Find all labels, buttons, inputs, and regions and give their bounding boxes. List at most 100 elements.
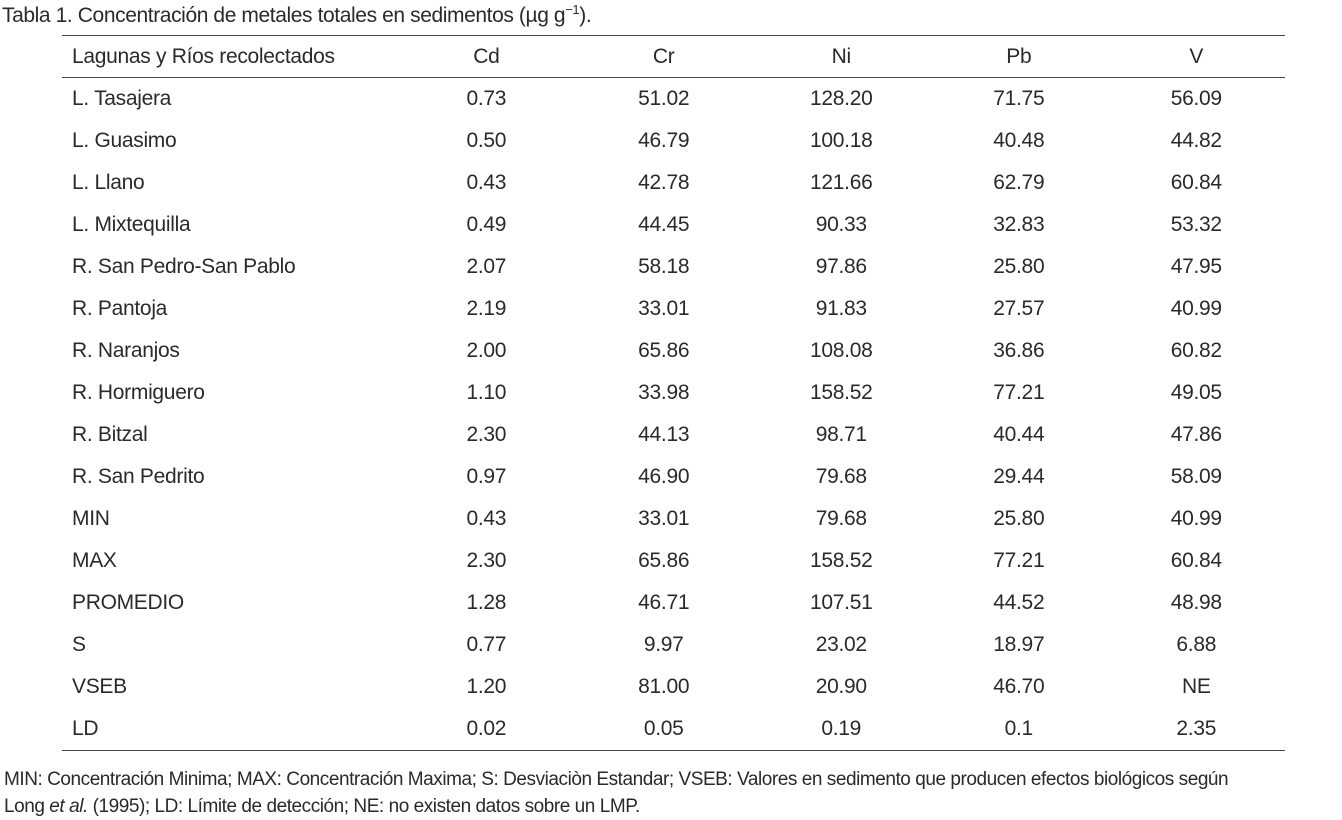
cell-ni: 100.18 [810,129,873,152]
cell-v: 49.05 [1170,381,1222,404]
cell-cr: 42.78 [638,171,690,194]
cell-cd: 1.28 [466,591,507,614]
cell-v: 2.35 [1176,717,1217,740]
cell-v: 44.82 [1170,129,1222,152]
cell-site: MIN [72,507,110,530]
cell-ni: 128.20 [810,87,873,110]
table-footnote: MIN: Concentración Minima; MAX: Concentr… [4,766,1229,820]
cell-pb: 32.83 [993,213,1045,236]
table-row: R. San Pedro-San Pablo 2.07 58.18 97.86 25.8… [62,246,1285,288]
table-row: L. Guasimo 0.50 46.79 100.18 40.48 44.82 [62,120,1285,162]
cell-cd: 0.77 [466,633,507,656]
table-row: L. Llano 0.43 42.78 121.66 62.79 60.84 [62,162,1285,204]
cell-cr: 9.97 [643,633,684,656]
cell-ni: 20.90 [815,675,867,698]
cell-v: 40.99 [1170,507,1222,530]
cell-ni: 158.52 [810,549,873,572]
header-site: Lagunas y Ríos recolectados [72,44,335,68]
footnote-line-2: Long et al. (1995); LD: Límite de detecc… [4,793,1228,820]
cell-ni: 158.52 [810,381,873,404]
cell-v: 47.86 [1170,423,1222,446]
cell-pb: 0.1 [1004,717,1034,740]
cell-v: 53.32 [1170,213,1222,236]
cell-cd: 0.43 [466,507,507,530]
cell-site: LD [72,717,99,740]
cell-site: L. Tasajera [72,87,172,110]
cell-site: R. San Pedro-San Pablo [72,255,296,278]
cell-cd: 2.30 [466,549,507,572]
cell-site: R. Bitzal [72,423,148,446]
cell-cr: 44.13 [638,423,690,446]
cell-ni: 90.33 [815,213,867,236]
table-row: VSEB 1.20 81.00 20.90 46.70 NE [62,666,1285,708]
cell-v: 47.95 [1170,255,1222,278]
cell-cr: 46.79 [638,129,690,152]
table-row: L. Tasajera 0.73 51.02 128.20 71.75 56.09 [62,78,1285,121]
cell-ni: 0.19 [821,717,862,740]
cell-cd: 0.50 [466,129,507,152]
header-row: Lagunas y Ríos recolectados Cd Cr Ni Pb … [62,35,1285,78]
cell-pb: 44.52 [993,591,1045,614]
table-row: R. Bitzal 2.30 44.13 98.71 40.44 47.86 [62,414,1285,456]
cell-ni: 121.66 [810,171,873,194]
footnote-line-1: MIN: Concentración Minima; MAX: Concentr… [4,769,1229,790]
cell-pb: 62.79 [993,171,1045,194]
cell-cr: 44.45 [638,213,690,236]
cell-pb: 40.48 [993,129,1045,152]
cell-cr: 46.71 [638,591,690,614]
cell-cd: 0.49 [466,213,507,236]
metals-table: Lagunas y Ríos recolectados Cd Cr Ni Pb … [62,35,1285,751]
cell-cd: 2.19 [466,297,507,320]
table-row: R. Pantoja 2.19 33.01 91.83 27.57 40.99 [62,288,1285,330]
cell-pb: 36.86 [993,339,1045,362]
cell-cr: 33.01 [638,507,690,530]
cell-pb: 77.21 [993,549,1045,572]
footnote-text: (1995); LD: Límite de detección; NE: no … [87,796,641,817]
cell-cr: 65.86 [638,339,690,362]
cell-v: 58.09 [1170,465,1222,488]
cell-pb: 25.80 [993,255,1045,278]
cell-v: 60.84 [1170,171,1222,194]
cell-cd: 1.10 [466,381,507,404]
cell-cd: 2.07 [466,255,507,278]
cell-v: 40.99 [1170,297,1222,320]
cell-pb: 71.75 [993,87,1045,110]
cell-v: 6.88 [1176,633,1217,656]
cell-cr: 65.86 [638,549,690,572]
cell-v: 60.82 [1170,339,1222,362]
table-row: MAX 2.30 65.86 158.52 77.21 60.84 [62,540,1285,582]
header-cr: Cr [652,44,675,68]
table-row: PROMEDIO 1.28 46.71 107.51 44.52 48.98 [62,582,1285,624]
footnote-text: Long [4,796,50,817]
cell-pb: 25.80 [993,507,1045,530]
header-pb: Pb [1006,44,1032,68]
cell-ni: 23.02 [815,633,867,656]
cell-ni: 97.86 [815,255,867,278]
cell-v: NE [1181,675,1211,698]
table-row: L. Mixtequilla 0.49 44.45 90.33 32.83 53.32 [62,204,1285,246]
cell-pb: 18.97 [993,633,1045,656]
cell-ni: 107.51 [810,591,873,614]
cell-site: R. Hormiguero [72,381,205,404]
table-row: LD 0.02 0.05 0.19 0.1 2.35 [62,708,1285,751]
cell-site: L. Guasimo [72,129,177,152]
cell-ni: 79.68 [815,507,867,530]
header-v: V [1189,44,1204,68]
cell-site: VSEB [72,675,127,698]
table-caption: Tabla 1. Concentración de metales totale… [2,2,592,28]
cell-cd: 2.30 [466,423,507,446]
header-ni: Ni [831,44,852,68]
cell-cr: 46.90 [638,465,690,488]
cell-cr: 33.01 [638,297,690,320]
cell-site: R. San Pedrito [72,465,205,488]
cell-v: 56.09 [1170,87,1222,110]
caption-superscript: −1 [565,2,580,17]
table-row: MIN 0.43 33.01 79.68 25.80 40.99 [62,498,1285,540]
cell-cd: 0.02 [466,717,507,740]
cell-pb: 46.70 [993,675,1045,698]
cell-cr: 58.18 [638,255,690,278]
caption-text: Tabla 1. Concentración de metales totale… [2,4,566,27]
cell-cd: 0.97 [466,465,507,488]
footnote-italic: et al. [49,796,88,817]
table-row: S 0.77 9.97 23.02 18.97 6.88 [62,624,1285,666]
